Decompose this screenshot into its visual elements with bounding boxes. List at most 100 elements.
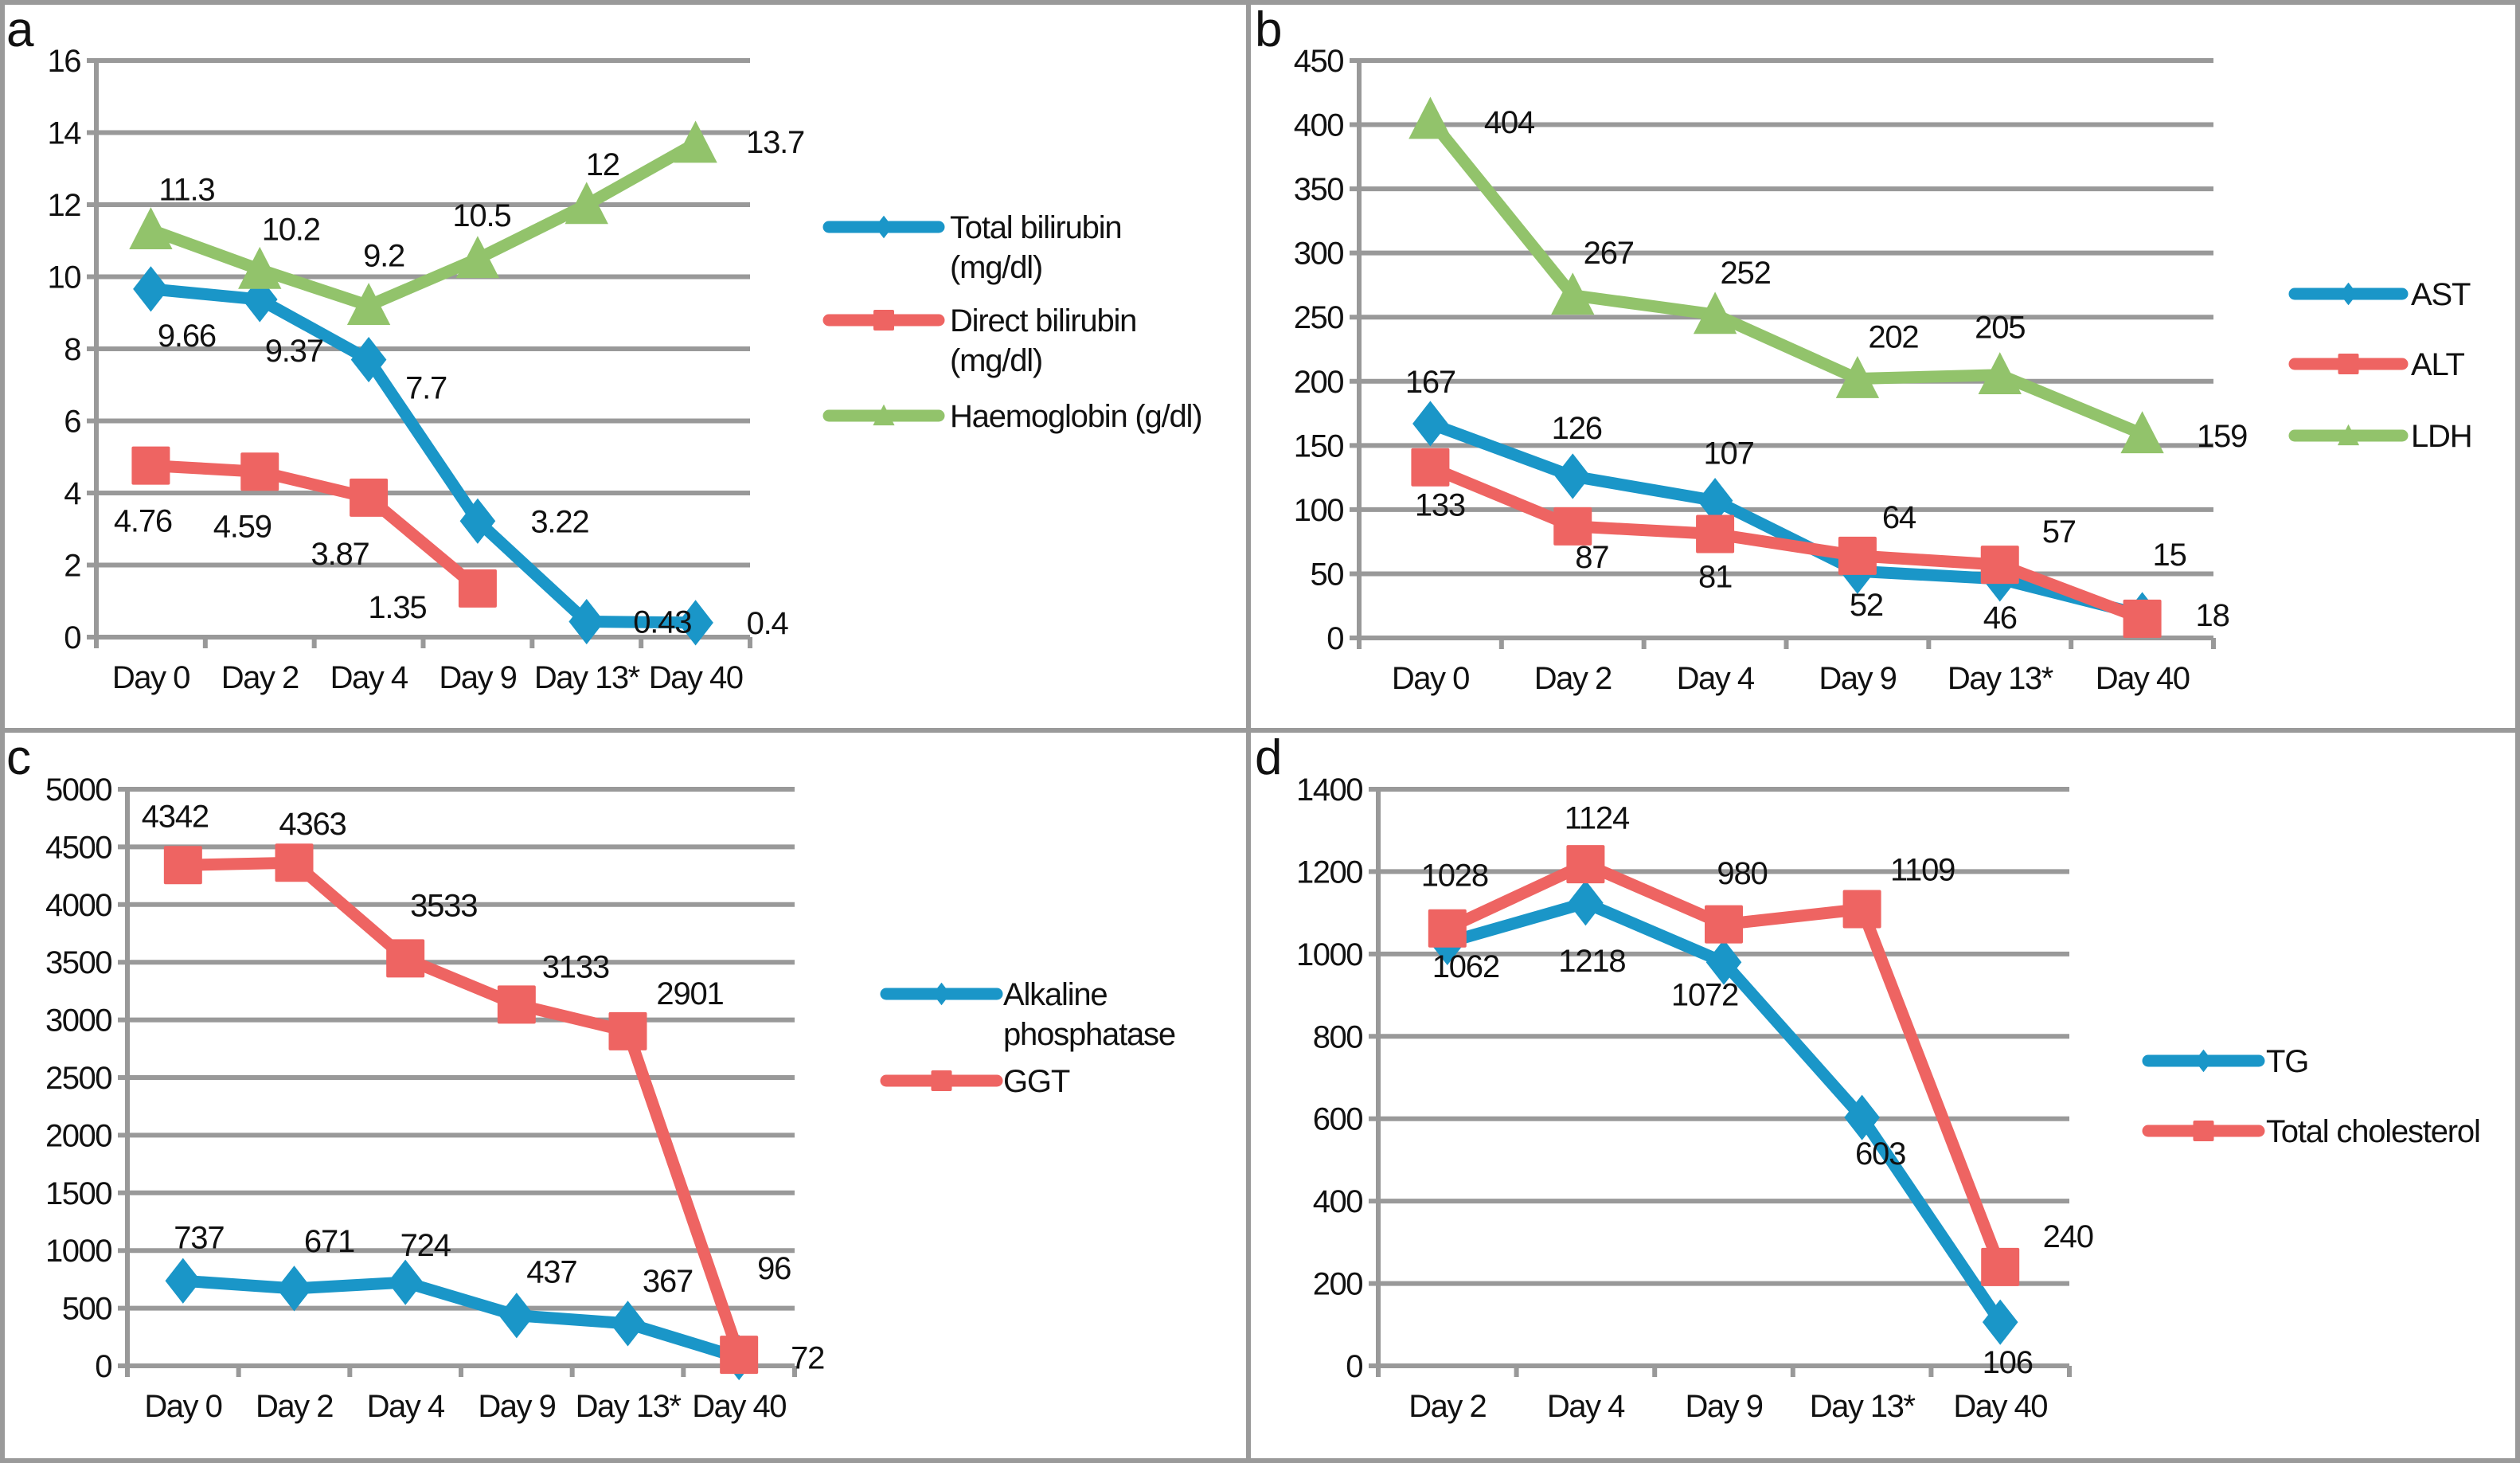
series-line-haemoglobin-g-dl — [144, 137, 702, 312]
series-line-alkaline-phosphatase — [177, 1274, 745, 1364]
y-tick-label: 8 — [64, 332, 80, 367]
data-label-total-cholesterol: 1218 — [1558, 944, 1625, 979]
x-tick-label: Day 40 — [1953, 1389, 2047, 1424]
data-point-haemoglobin-g-dl — [674, 120, 717, 163]
legend-label: Alkaline — [1003, 977, 1107, 1012]
data-point-tg — [1844, 1094, 1880, 1140]
panel-c-alp-ggt: c 0 500 1000 1500 2000 2500 3000 3500 4000 4500 500… — [6, 730, 1176, 1424]
y-tick-label: 6 — [64, 405, 80, 440]
legend-marker-square-icon — [2338, 354, 2359, 374]
data-label-ggt: 3533 — [410, 888, 477, 923]
data-point-alt — [2123, 599, 2162, 638]
data-label-alt: 15 — [2153, 538, 2186, 573]
data-label-alkaline-phosphatase: 367 — [643, 1264, 693, 1299]
data-label-alt: 64 — [1882, 500, 1916, 535]
data-label-direct-bilirubin-mg-dl: 1.35 — [368, 590, 426, 625]
x-tick-label: Day 4 — [1547, 1389, 1625, 1424]
legend-marker-diamond-icon — [2194, 1049, 2213, 1073]
y-tick-label: 450 — [1294, 44, 1343, 79]
data-point-alkaline-phosphatase — [498, 1293, 535, 1339]
data-label-tg: 1028 — [1421, 858, 1488, 893]
data-point-tg — [1705, 939, 1742, 985]
legend-label: AST — [2411, 277, 2471, 312]
data-point-alt — [1838, 536, 1877, 575]
y-tick-label: 200 — [1294, 365, 1343, 400]
y-tick-label: 1400 — [1296, 773, 1362, 808]
y-tick-label: 4 — [64, 476, 81, 511]
legend-item-direct-bilirubin-mg-dl: Direct bilirubin (mg/dl) — [822, 303, 1137, 378]
y-tick-label: 0 — [1346, 1349, 1362, 1384]
y-tick-label: 50 — [1311, 557, 1344, 592]
y-tick-label: 4500 — [45, 830, 111, 865]
panel-d-tg-cholesterol: d 0 200 400 600 800 1000 1200 1400 Day 2 Day 4 Day … — [1255, 730, 2481, 1424]
data-point-total-cholesterol — [1705, 905, 1743, 944]
data-label-tg: 980 — [1717, 856, 1767, 891]
data-label-alt: 133 — [1415, 488, 1465, 523]
data-point-alt — [1696, 514, 1735, 554]
data-label-haemoglobin-g-dl: 13.7 — [746, 125, 804, 160]
x-tick-label: Day 13* — [534, 660, 640, 695]
data-point-direct-bilirubin-mg-dl — [350, 478, 389, 517]
data-point-ldh — [2120, 411, 2164, 454]
data-label-haemoglobin-g-dl: 10.2 — [262, 212, 320, 247]
y-tick-label: 400 — [1313, 1184, 1362, 1219]
data-point-ast — [1412, 401, 1448, 447]
x-tick-label: Day 2 — [221, 660, 299, 695]
data-label-total-bilirubin-mg-dl: 9.66 — [158, 319, 216, 354]
panel-letter-d: d — [1255, 730, 1282, 785]
data-point-ggt — [608, 1011, 647, 1050]
data-label-ggt: 3133 — [542, 949, 609, 984]
panel-letter-b: b — [1255, 2, 1282, 57]
series-line-ast — [1424, 417, 2149, 621]
panel-a-bilirubin-haemoglobin: a 0 2 4 6 8 10 12 14 16 Day 0 Day 2 Day 4 Day 9 Day 13… — [6, 2, 1203, 695]
data-point-alkaline-phosphatase — [610, 1301, 646, 1347]
data-point-ggt — [275, 843, 314, 882]
x-tick-label: Day 0 — [144, 1389, 221, 1424]
x-tick-label: Day 13* — [1948, 661, 2053, 696]
y-tick-label: 500 — [62, 1292, 111, 1327]
y-tick-label: 2 — [64, 549, 80, 584]
data-point-ldh — [1551, 272, 1595, 315]
data-point-haemoglobin-g-dl — [129, 207, 173, 249]
data-point-ggt — [386, 939, 425, 978]
data-label-total-bilirubin-mg-dl: 3.22 — [530, 504, 588, 539]
data-label-alkaline-phosphatase: 671 — [304, 1224, 354, 1259]
data-label-total-bilirubin-mg-dl: 7.7 — [405, 371, 447, 406]
y-tick-label: 250 — [1294, 300, 1343, 335]
legend-item-total-cholesterol: Total cholesterol — [2142, 1114, 2481, 1149]
data-point-alkaline-phosphatase — [165, 1258, 201, 1304]
x-tick-label: Day 9 — [478, 1389, 555, 1424]
legend-marker-square-icon — [873, 310, 894, 331]
y-tick-label: 600 — [1313, 1102, 1362, 1137]
data-label-ldh: 159 — [2197, 419, 2247, 454]
legend-marker-triangle-icon — [873, 404, 895, 426]
data-point-total-bilirubin-mg-dl — [568, 598, 605, 645]
y-tick-label: 300 — [1294, 237, 1343, 272]
data-label-ast: 107 — [1704, 436, 1754, 471]
legend-label: (mg/dl) — [950, 250, 1042, 285]
legend: TG Total cholesterol — [2142, 1044, 2481, 1149]
data-label-ast: 52 — [1850, 588, 1883, 623]
legend-marker-diamond-icon — [2339, 282, 2358, 306]
data-label-haemoglobin-g-dl: 9.2 — [363, 239, 404, 274]
data-label-ast: 46 — [1983, 600, 2017, 636]
data-point-ggt — [497, 985, 536, 1024]
x-tick-label: Day 13* — [576, 1389, 682, 1424]
data-point-alt — [1980, 546, 2019, 585]
legend-label: TG — [2266, 1044, 2308, 1079]
legend-marker-triangle-icon — [2337, 424, 2360, 446]
data-point-total-bilirubin-mg-dl — [133, 266, 169, 312]
y-tick-label: 1500 — [45, 1176, 111, 1211]
y-tick-label: 16 — [48, 44, 81, 79]
data-label-alkaline-phosphatase: 737 — [174, 1220, 224, 1255]
data-label-tg: 106 — [1983, 1345, 2033, 1380]
legend: Alkaline phosphatase GGT — [880, 977, 1176, 1099]
data-label-ldh: 267 — [1584, 236, 1634, 271]
x-tick-label: Day 9 — [1819, 661, 1896, 696]
y-tick-label: 4000 — [45, 888, 111, 923]
x-tick-label: Day 40 — [2096, 661, 2190, 696]
legend-label: phosphatase — [1003, 1017, 1175, 1052]
y-tick-label: 12 — [48, 188, 81, 223]
y-tick-label: 0 — [64, 620, 80, 655]
